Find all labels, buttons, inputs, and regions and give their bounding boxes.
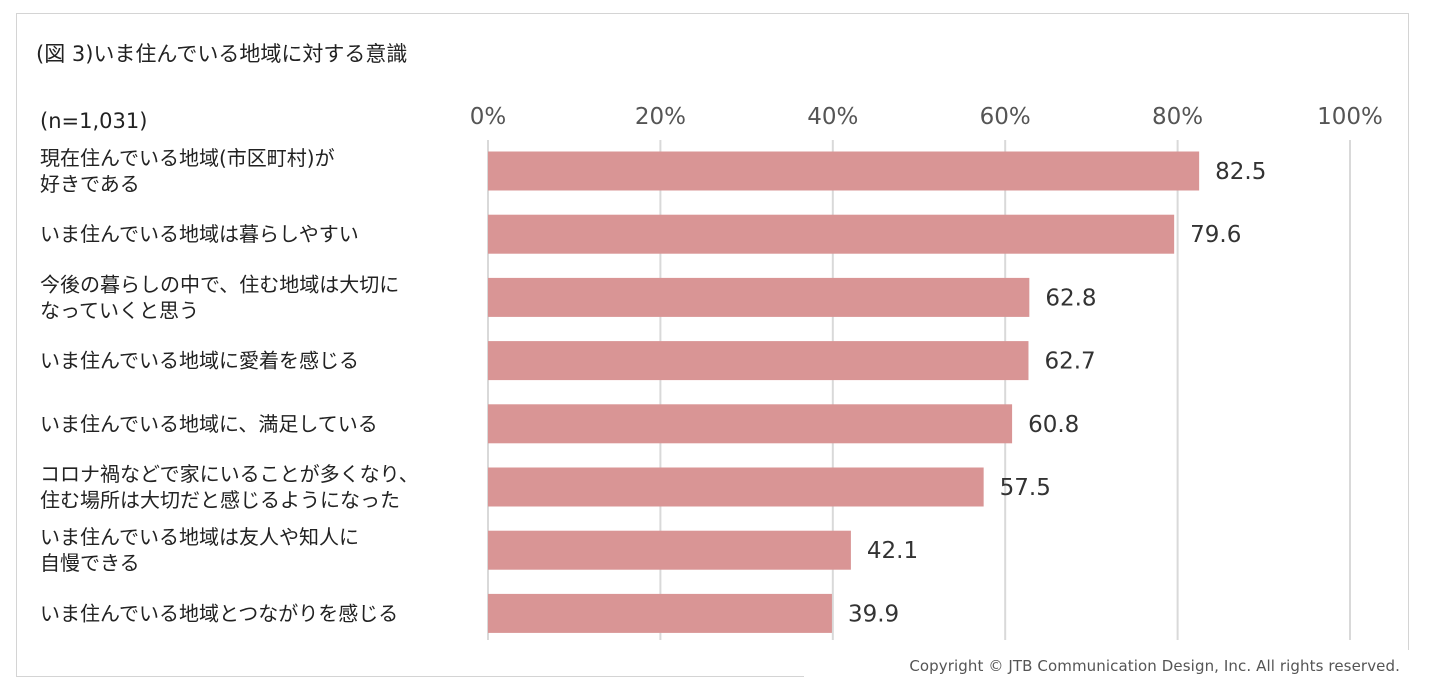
category-label: コロナ禍などで家にいることが多くなり、住む場所は大切だと感じるようになった [40,462,419,512]
category-label-line: 住む場所は大切だと感じるようになった [40,488,400,512]
x-tick-label: 0% [470,104,507,130]
bar [488,151,1200,191]
bar-value-label: 60.8 [1028,412,1079,438]
category-label-line: いま住んでいる地域は友人や知人に [40,525,359,549]
x-tick-label: 60% [980,104,1031,130]
bar [488,214,1175,254]
bar-value-label: 79.6 [1190,222,1241,248]
category-label-line: コロナ禍などで家にいることが多くなり、 [40,462,419,486]
category-label-line: 好きである [40,172,140,196]
sample-size-label: (n=1,031) [40,109,148,133]
bar [488,277,1030,317]
category-label-line: 自慢できる [40,551,140,575]
category-label: いま住んでいる地域は友人や知人に自慢できる [40,525,359,575]
bar-value-label: 57.5 [1000,475,1051,501]
bar-value-label: 39.9 [848,601,899,627]
bar [488,593,832,633]
category-label: いま住んでいる地域は暮らしやすい [40,222,359,246]
chart-title: (図 3)いま住んでいる地域に対する意識 [36,42,408,66]
bar [488,467,984,507]
x-tick-label: 20% [635,104,686,130]
bar [488,530,851,570]
chart-frame [16,13,1409,677]
category-label-line: 現在住んでいる地域(市区町村)が [40,146,335,170]
category-label-line: なっていくと思う [40,298,199,322]
category-label-line: いま住んでいる地域は暮らしやすい [40,222,359,246]
x-tick-label: 40% [807,104,858,130]
x-tick-label: 100% [1317,104,1383,130]
category-label: いま住んでいる地域に、満足している [40,412,378,436]
category-label-line: 今後の暮らしの中で、住む地域は大切に [40,272,399,296]
category-label: いま住んでいる地域とつながりを感じる [40,601,398,625]
bar-value-label: 62.8 [1045,285,1096,311]
bar-value-label: 82.5 [1215,159,1266,185]
category-label-line: いま住んでいる地域に、満足している [40,412,378,436]
bar-value-label: 42.1 [867,538,918,564]
bar [488,404,1013,444]
bar-value-label: 62.7 [1044,349,1095,375]
category-label: いま住んでいる地域に愛着を感じる [40,349,359,373]
category-label: 現在住んでいる地域(市区町村)が好きである [40,146,335,196]
category-label-line: いま住んでいる地域に愛着を感じる [40,349,359,373]
bar [488,341,1029,381]
category-label: 今後の暮らしの中で、住む地域は大切になっていくと思う [40,272,399,322]
copyright-notice: Copyright © JTB Communication Design, In… [804,650,1416,682]
x-tick-label: 80% [1152,104,1203,130]
category-label-line: いま住んでいる地域とつながりを感じる [40,601,398,625]
